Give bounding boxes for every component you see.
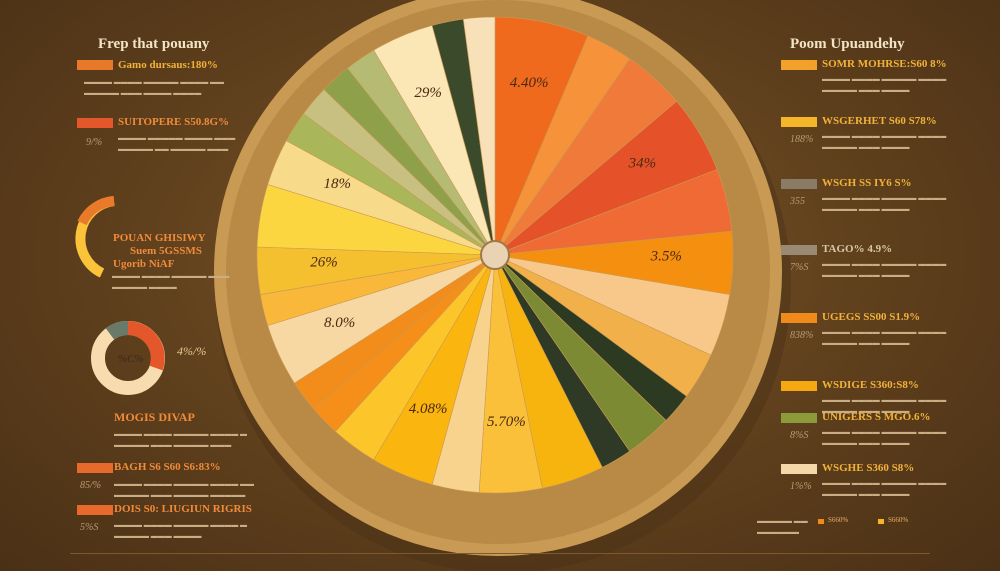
gauge-desc-line: ▬▬▬▬ ▬▬▬▬ ▬▬▬▬▬ ▬▬▬ bbox=[112, 272, 230, 280]
right-row-5-desc: ▬▬▬▬ ▬▬▬▬ ▬▬▬▬▬ ▬▬▬▬ bbox=[822, 328, 947, 336]
pie-slice-label-15: 4.08% bbox=[409, 401, 448, 417]
gauge-arc bbox=[75, 196, 115, 278]
pie-slices bbox=[256, 16, 734, 494]
right-row-5-title: UGEGS SS00 S1.9% bbox=[822, 311, 921, 323]
left-row-4-title: DOIS S0: LIUGIUN RIGRIS bbox=[114, 503, 252, 515]
right-row-3-desc-2: ▬▬▬▬▬ ▬▬▬ ▬▬▬▬ bbox=[822, 205, 910, 213]
right-row-3-title: WSGH SS IY6 S% bbox=[822, 177, 912, 189]
donut-center-label: %C% bbox=[118, 353, 144, 365]
right-row-1-swatch bbox=[781, 60, 817, 70]
pie-slice-label-28: 29% bbox=[414, 85, 442, 101]
right-row-2-title: WSGERHET S60 S78% bbox=[822, 115, 937, 127]
gauge-title-line-2: Suem 5GSSMS bbox=[130, 245, 202, 257]
right-row-8-title: WSGHE S360 S8% bbox=[822, 462, 915, 474]
right-row-3-pct: 355 bbox=[790, 196, 805, 207]
right-row-6-title: WSDIGE S360:S8% bbox=[822, 379, 919, 391]
right-row-7-title: UNIGERS S MGO.6% bbox=[822, 411, 931, 423]
left-row-3-desc: ▬▬▬▬ ▬▬▬▬ ▬▬▬▬▬ ▬▬▬▬ ▬▬ bbox=[114, 480, 254, 488]
right-row-4-pct: 7%S bbox=[790, 262, 809, 273]
pie-slice-label-19: 8.0% bbox=[324, 315, 355, 331]
bottom-divider bbox=[70, 553, 930, 554]
right-row-1-desc-2: ▬▬▬▬▬ ▬▬▬ ▬▬▬▬ bbox=[822, 86, 910, 94]
right-footer-text-2: ▬▬▬▬▬▬ bbox=[757, 528, 799, 536]
right-footer-swatch-1 bbox=[818, 519, 824, 524]
right-row-7-swatch bbox=[781, 413, 817, 423]
right-row-8-desc: ▬▬▬▬ ▬▬▬▬ ▬▬▬▬▬ ▬▬▬▬ bbox=[822, 479, 947, 487]
pie-slice-label-23: 18% bbox=[323, 176, 351, 192]
gauge-title-line-3: Ugorib NiAF bbox=[113, 258, 175, 270]
right-row-3-swatch bbox=[781, 179, 817, 189]
right-row-6-desc: ▬▬▬▬ ▬▬▬▬ ▬▬▬▬▬ ▬▬▬▬ bbox=[822, 396, 947, 404]
pie-slice-label-13: 5.70% bbox=[487, 414, 526, 430]
pie-slice-labels: 4.40% 34% 3.5% 5.70% 4.08% 8.0% 26% 18% 29% bbox=[310, 75, 682, 430]
right-row-8-pct: 1%% bbox=[790, 481, 812, 492]
pie-center-hub bbox=[480, 240, 510, 270]
right-row-1-desc: ▬▬▬▬ ▬▬▬▬ ▬▬▬▬▬ ▬▬▬▬ bbox=[822, 75, 947, 83]
pie-slice-30 bbox=[462, 16, 496, 256]
left-heading-2-desc: ▬▬▬▬ ▬▬▬▬ ▬▬▬▬▬ ▬▬▬▬ ▬ bbox=[114, 430, 247, 438]
right-row-5-swatch bbox=[781, 313, 817, 323]
left-row-2-pct: 9/% bbox=[86, 137, 103, 148]
right-footer-text-1: ▬▬▬▬▬ ▬▬ bbox=[757, 517, 808, 525]
right-footer-swatch-2 bbox=[878, 519, 884, 524]
right-row-2-desc-2: ▬▬▬▬▬ ▬▬▬ ▬▬▬▬ bbox=[822, 143, 910, 151]
right-row-6-desc-2: ▬▬▬▬▬ ▬▬▬ ▬▬▬▬ bbox=[822, 407, 910, 415]
left-row-4-desc-2: ▬▬▬▬▬ ▬▬▬ ▬▬▬▬ bbox=[114, 532, 202, 540]
right-row-2-swatch bbox=[781, 117, 817, 127]
left-row-3-desc-2: ▬▬▬▬▬ ▬▬▬ ▬▬▬▬▬ ▬▬▬▬▬ bbox=[114, 491, 246, 499]
gauge-title-line-1: POUAN GHISIWY bbox=[113, 232, 206, 244]
right-row-4-desc: ▬▬▬▬ ▬▬▬▬ ▬▬▬▬▬ ▬▬▬▬ bbox=[822, 260, 947, 268]
left-row-4-swatch bbox=[77, 505, 113, 515]
left-row-1-title: Gamo dursaus:180% bbox=[118, 59, 218, 71]
left-heading-2-desc-2: ▬▬▬▬▬ ▬▬▬ ▬▬▬▬▬ ▬▬▬ bbox=[114, 441, 232, 449]
left-row-3-title: BAGH S6 S60 S6:83% bbox=[114, 461, 221, 473]
gauge-desc-line-2: ▬▬▬▬▬ ▬▬▬▬ bbox=[112, 283, 177, 291]
left-heading-2: MOGIS DIVAP bbox=[114, 410, 195, 424]
right-row-6-swatch bbox=[781, 381, 817, 391]
right-footer-label-2: S660% bbox=[888, 516, 909, 524]
right-row-5-desc-2: ▬▬▬▬▬ ▬▬▬ ▬▬▬▬ bbox=[822, 339, 910, 347]
right-row-4-desc-2: ▬▬▬▬▬ ▬▬▬ ▬▬▬▬ bbox=[822, 271, 910, 279]
right-panel-title: Poom Upuandehy bbox=[790, 36, 905, 52]
right-row-2-pct: 188% bbox=[790, 134, 814, 145]
right-row-2-desc: ▬▬▬▬ ▬▬▬▬ ▬▬▬▬▬ ▬▬▬▬ bbox=[822, 132, 947, 140]
left-row-4-desc: ▬▬▬▬ ▬▬▬▬ ▬▬▬▬▬ ▬▬▬▬ ▬ bbox=[114, 521, 247, 529]
right-footer-label-1: S660% bbox=[828, 516, 849, 524]
left-row-2-swatch bbox=[77, 118, 113, 128]
right-row-1-title: SOMR MOHRSE:S60 8% bbox=[822, 58, 947, 70]
left-row-4-pct: 5%S bbox=[80, 522, 99, 533]
right-row-7-desc-2: ▬▬▬▬▬ ▬▬▬ ▬▬▬▬ bbox=[822, 439, 910, 447]
left-panel-title: Frep that pouany bbox=[98, 36, 210, 52]
right-row-7-pct: 8%S bbox=[790, 430, 809, 441]
left-row-1-desc-line: ▬▬▬▬ ▬▬▬▬ ▬▬▬▬▬ ▬▬▬▬ ▬▬ bbox=[84, 78, 224, 86]
right-row-4-swatch bbox=[781, 245, 817, 255]
pie-slice-label-6: 3.5% bbox=[650, 249, 682, 265]
right-row-8-swatch bbox=[781, 464, 817, 474]
right-row-3-desc: ▬▬▬▬ ▬▬▬▬ ▬▬▬▬▬ ▬▬▬▬ bbox=[822, 194, 947, 202]
left-row-2-desc-line: ▬▬▬▬ ▬▬▬▬▬ ▬▬▬▬ ▬▬▬ bbox=[118, 134, 236, 142]
donut-side-label: 4%/% bbox=[177, 344, 207, 358]
pie-slice-label-1: 4.40% bbox=[510, 75, 549, 91]
left-row-2-title: SUITOPERE S50.8G% bbox=[118, 116, 230, 128]
left-row-1-swatch bbox=[77, 60, 113, 70]
left-row-3-swatch bbox=[77, 463, 113, 473]
right-row-7-desc: ▬▬▬▬ ▬▬▬▬ ▬▬▬▬▬ ▬▬▬▬ bbox=[822, 428, 947, 436]
left-row-2-desc-line-2: ▬▬▬▬▬ ▬▬ ▬▬▬▬▬ ▬▬▬ bbox=[118, 145, 229, 153]
left-row-1-desc-line-2: ▬▬▬▬▬ ▬▬▬ ▬▬▬▬ ▬▬▬▬ bbox=[84, 89, 202, 97]
donut-ring bbox=[91, 321, 165, 395]
right-row-8-desc-2: ▬▬▬▬▬ ▬▬▬ ▬▬▬▬ bbox=[822, 490, 910, 498]
right-row-4-title: TAGO% 4.9% bbox=[822, 243, 893, 255]
pie-slice-label-4: 34% bbox=[628, 156, 657, 172]
right-row-5-pct: 838% bbox=[790, 330, 814, 341]
left-row-3-pct: 85/% bbox=[80, 480, 102, 491]
pie-slice-label-21: 26% bbox=[310, 254, 338, 270]
